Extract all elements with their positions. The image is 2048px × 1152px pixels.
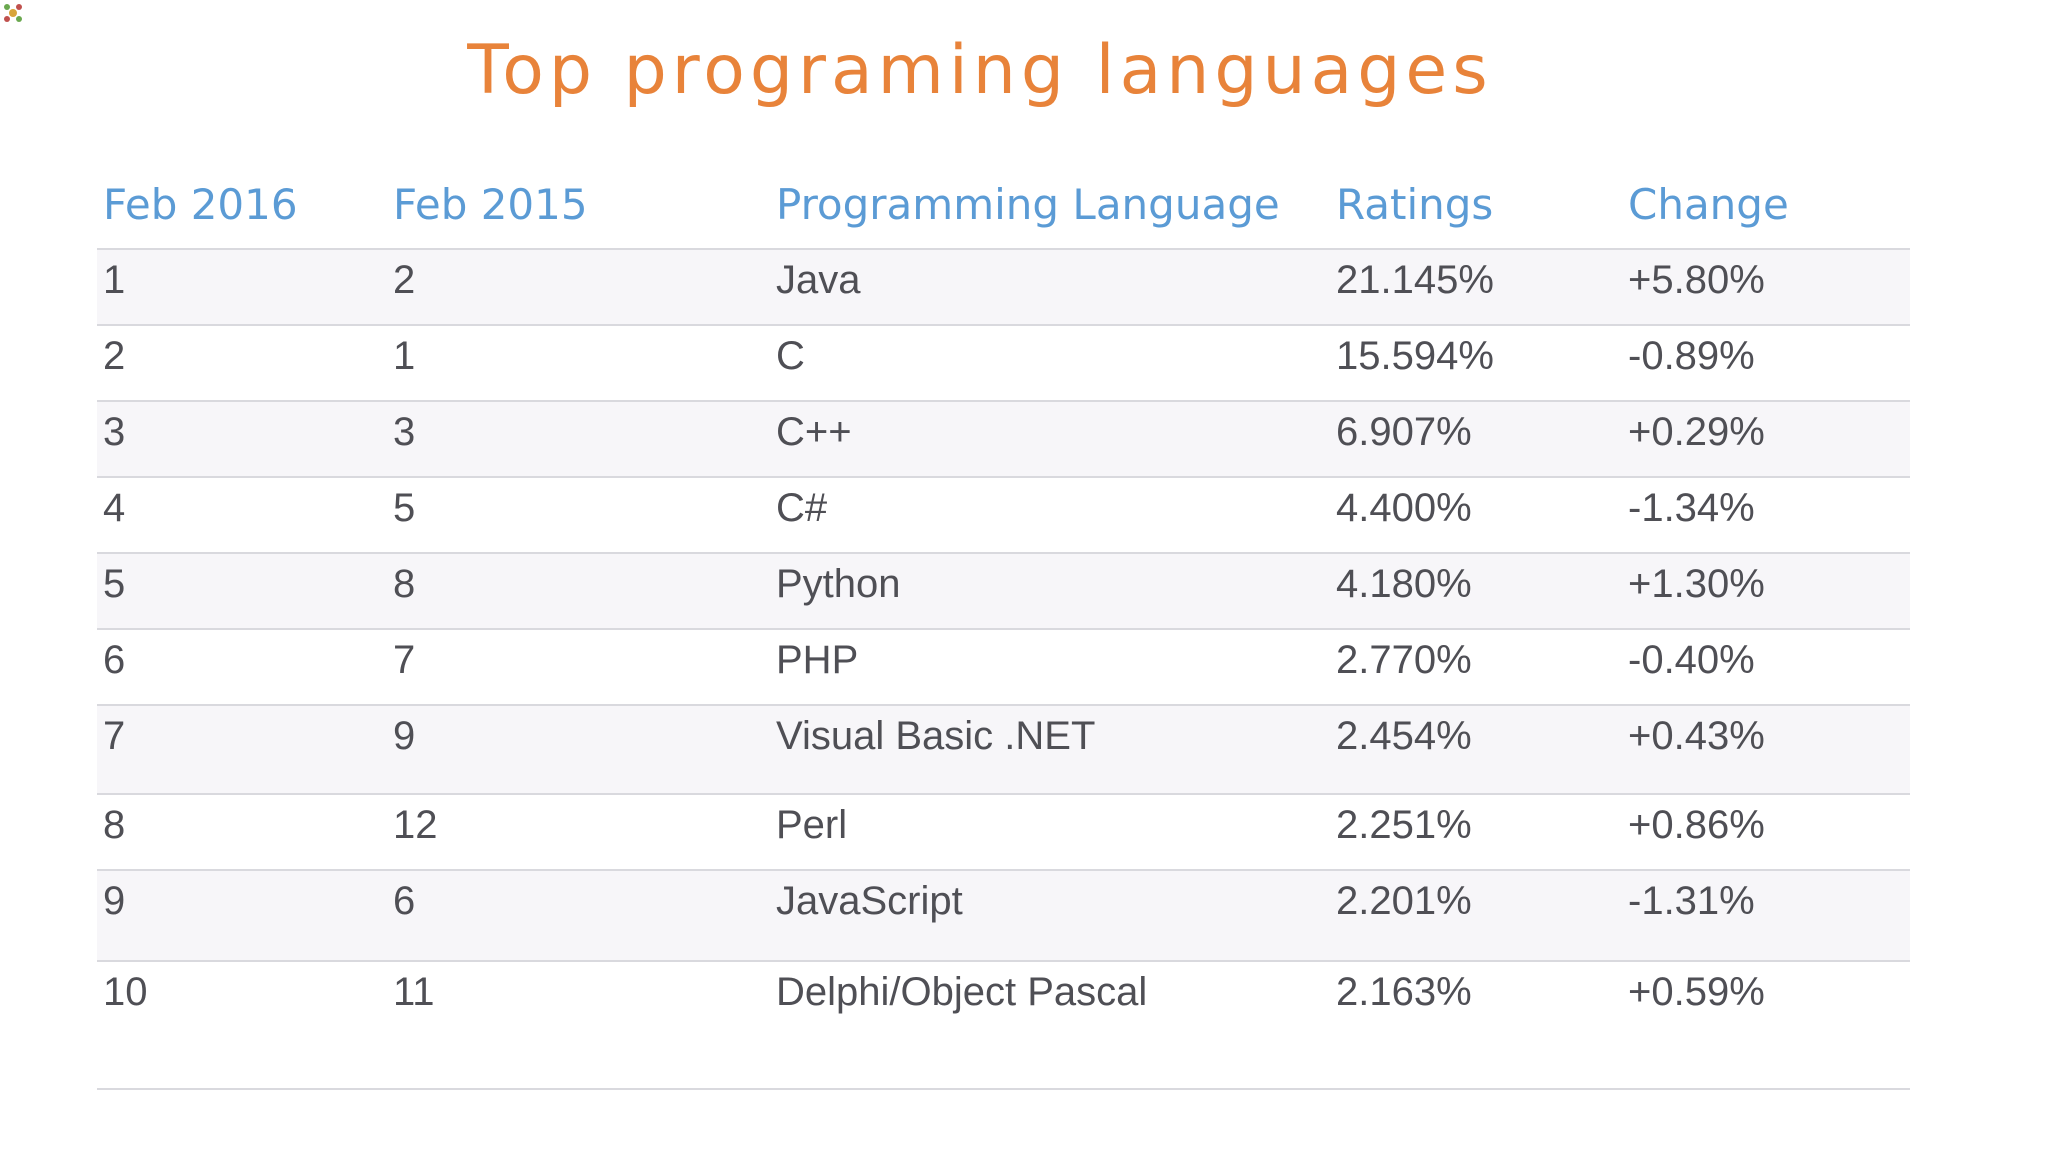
language-cell: Delphi/Object Pascal: [770, 961, 1330, 1090]
table-row: 10 11 Delphi/Object Pascal 2.163% +0.59%: [97, 961, 1910, 1090]
change-cell: -0.89%: [1622, 325, 1910, 402]
rank-2015-cell: 5: [387, 477, 770, 554]
app-logo-icon: [4, 4, 22, 22]
rating-cell: 6.907%: [1330, 401, 1622, 478]
rank-2016-cell: 1: [97, 249, 387, 326]
rank-2016-cell: 7: [97, 705, 387, 795]
rank-2016-cell: 9: [97, 870, 387, 962]
rank-2016-cell: 4: [97, 477, 387, 554]
rank-2016-cell: 5: [97, 553, 387, 630]
change-cell: +1.30%: [1622, 553, 1910, 630]
rank-2016-cell: 6: [97, 629, 387, 706]
change-cell: -0.40%: [1622, 629, 1910, 706]
language-cell: PHP: [770, 629, 1330, 706]
rank-2015-cell: 1: [387, 325, 770, 402]
page-title: Top programing languages: [467, 31, 1493, 110]
table-header-row: Feb 2016 Feb 2015 Programming Language R…: [97, 160, 1910, 250]
rank-2015-cell: 12: [387, 794, 770, 871]
rank-2015-cell: 9: [387, 705, 770, 795]
change-cell: +0.86%: [1622, 794, 1910, 871]
language-cell: Python: [770, 553, 1330, 630]
language-cell: C#: [770, 477, 1330, 554]
rank-2015-cell: 3: [387, 401, 770, 478]
table-row: 2 1 C 15.594% -0.89%: [97, 325, 1910, 402]
table-row: 4 5 C# 4.400% -1.34%: [97, 477, 1910, 554]
language-cell: Perl: [770, 794, 1330, 871]
change-cell: +0.43%: [1622, 705, 1910, 795]
change-cell: -1.31%: [1622, 870, 1910, 962]
rating-cell: 2.251%: [1330, 794, 1622, 871]
header-ratings: Ratings: [1330, 160, 1622, 250]
rating-cell: 2.201%: [1330, 870, 1622, 962]
language-cell: Java: [770, 249, 1330, 326]
rating-cell: 2.770%: [1330, 629, 1622, 706]
change-cell: +0.29%: [1622, 401, 1910, 478]
header-programming-language: Programming Language: [770, 160, 1330, 250]
rank-2016-cell: 3: [97, 401, 387, 478]
header-change: Change: [1622, 160, 1910, 250]
table-row: 5 8 Python 4.180% +1.30%: [97, 553, 1910, 630]
rating-cell: 2.454%: [1330, 705, 1622, 795]
rating-cell: 4.400%: [1330, 477, 1622, 554]
language-cell: C++: [770, 401, 1330, 478]
rating-cell: 4.180%: [1330, 553, 1622, 630]
table-row: 9 6 JavaScript 2.201% -1.31%: [97, 870, 1910, 962]
rank-2016-cell: 10: [97, 961, 387, 1090]
table-row: 7 9 Visual Basic .NET 2.454% +0.43%: [97, 705, 1910, 795]
header-feb-2015: Feb 2015: [387, 160, 770, 250]
rank-2015-cell: 6: [387, 870, 770, 962]
table-row: 1 2 Java 21.145% +5.80%: [97, 249, 1910, 326]
rank-2015-cell: 2: [387, 249, 770, 326]
header-feb-2016: Feb 2016: [97, 160, 387, 250]
change-cell: -1.34%: [1622, 477, 1910, 554]
rankings-table: Feb 2016 Feb 2015 Programming Language R…: [97, 160, 1910, 1090]
language-cell: Visual Basic .NET: [770, 705, 1330, 795]
table-row: 3 3 C++ 6.907% +0.29%: [97, 401, 1910, 478]
rating-cell: 15.594%: [1330, 325, 1622, 402]
language-cell: C: [770, 325, 1330, 402]
rating-cell: 2.163%: [1330, 961, 1622, 1090]
rating-cell: 21.145%: [1330, 249, 1622, 326]
rank-2015-cell: 7: [387, 629, 770, 706]
change-cell: +0.59%: [1622, 961, 1910, 1090]
rank-2015-cell: 8: [387, 553, 770, 630]
rank-2016-cell: 8: [97, 794, 387, 871]
table-row: 8 12 Perl 2.251% +0.86%: [97, 794, 1910, 871]
table-row: 6 7 PHP 2.770% -0.40%: [97, 629, 1910, 706]
change-cell: +5.80%: [1622, 249, 1910, 326]
rank-2015-cell: 11: [387, 961, 770, 1090]
language-cell: JavaScript: [770, 870, 1330, 962]
rank-2016-cell: 2: [97, 325, 387, 402]
